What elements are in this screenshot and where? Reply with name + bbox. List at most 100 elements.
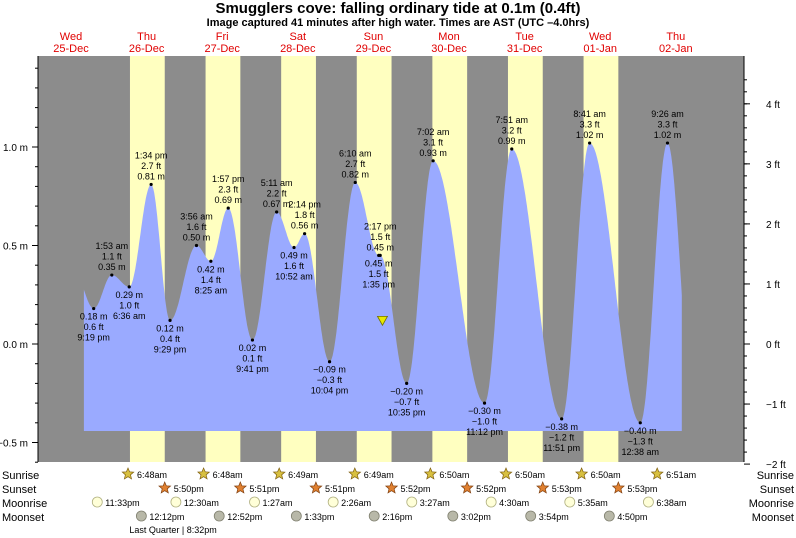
low-tide-label: −1.0 ft: [472, 417, 498, 427]
day-of-week-label: Thu: [666, 31, 685, 43]
tide-point: [431, 159, 435, 163]
moonset-icon: [525, 510, 537, 522]
high-tide-label: 0.69 m: [214, 195, 242, 205]
moonset-icon: [135, 510, 147, 522]
tide-point: [149, 182, 153, 187]
right-tick-label: 2 ft: [766, 220, 780, 231]
date-label: 01-Jan: [583, 43, 617, 55]
date-label: 30-Dec: [431, 43, 467, 55]
sunrise-icon: [423, 467, 437, 480]
sunset-time: 5:51pm: [325, 484, 355, 494]
sunrise-icon: [650, 467, 664, 480]
moonrise-time: 5:35am: [578, 498, 608, 508]
moonset-row-label-left: Moonset: [2, 512, 44, 524]
low-tide-label: 1.6 ft: [284, 261, 305, 271]
moonset-icon: [368, 510, 380, 522]
high-tide-label: 7:02 am: [417, 127, 450, 137]
tide-point: [510, 147, 514, 151]
sunset-time: 5:51pm: [249, 484, 279, 494]
sunrise-time: 6:48am: [137, 470, 167, 480]
sunset-icon: [309, 481, 323, 494]
low-tide-label: 0.02 m: [239, 343, 267, 353]
moonset-time: 3:02pm: [461, 512, 491, 522]
day-of-week-label: Wed: [60, 31, 82, 43]
tide-point: [292, 245, 296, 250]
high-tide-label: 0.67 m: [263, 199, 291, 209]
low-tide-label: 0.1 ft: [242, 354, 263, 364]
low-tide-label: 1.4 ft: [201, 275, 222, 285]
low-tide-label: 0.49 m: [280, 250, 308, 260]
low-tide-label: 11:51 pm: [543, 443, 580, 453]
moonrise-time: 4:30am: [499, 498, 529, 508]
low-tide-label: −0.3 ft: [317, 375, 343, 385]
tide-point: [353, 180, 357, 185]
moonset-time: 12:12pm: [149, 512, 184, 522]
sunset-icon: [460, 481, 474, 494]
high-tide-label: 3.3 ft: [657, 120, 678, 130]
sunrise-row-label-right: Sunrise: [757, 470, 794, 482]
high-tide-label: 3.1 ft: [423, 137, 444, 147]
date-label: 25-Dec: [53, 43, 89, 55]
sunrise-time: 6:50am: [515, 470, 545, 480]
day-header: Wed25-DecThu26-DecFri27-DecSat28-DecSun2…: [53, 31, 692, 55]
high-tide-label: 2:14 pm: [288, 200, 321, 210]
tide-water-area: [83, 143, 682, 431]
moonrise-row-label-right: Moonrise: [749, 498, 794, 510]
moonrise-time: 12:30am: [184, 498, 219, 508]
low-tide-label: 10:04 pm: [311, 386, 349, 396]
date-label: 02-Jan: [659, 43, 693, 55]
tide-point: [638, 421, 642, 425]
sunrise-time: 6:50am: [591, 470, 621, 480]
tide-point: [405, 381, 409, 385]
high-tide-label: 9:26 am: [651, 109, 684, 119]
day-of-week-label: Tue: [515, 31, 534, 43]
moonrise-icon: [327, 496, 339, 508]
tide-point: [665, 141, 670, 145]
sunset-time: 5:53pm: [552, 484, 582, 494]
day-of-week-label: Sun: [364, 31, 384, 43]
tide-point: [303, 232, 307, 236]
day-of-week-label: Sat: [290, 31, 307, 43]
left-tick-label: 0.5 m: [3, 242, 28, 253]
high-tide-label: 0.56 m: [291, 221, 319, 231]
high-tide-label: 2:17 pm: [364, 221, 397, 231]
high-tide-label: 3.3 ft: [580, 120, 601, 130]
low-tide-label: 10:35 pm: [388, 407, 426, 417]
tide-point: [377, 253, 381, 257]
left-tick-label: 1.0 m: [3, 143, 28, 154]
low-tide-label: 0.42 m: [197, 264, 225, 274]
sunrise-time: 6:49am: [364, 470, 394, 480]
sunrise-time: 6:48am: [213, 470, 243, 480]
sunrise-time: 6:51am: [666, 470, 696, 480]
right-tick-label: 1 ft: [766, 280, 780, 291]
high-tide-label: 0.50 m: [183, 233, 211, 243]
sunset-time: 5:50pm: [174, 484, 204, 494]
high-tide-label: 2.7 ft: [345, 159, 366, 169]
high-tide-label: 0.93 m: [419, 148, 447, 158]
moonset-icon: [447, 510, 459, 522]
tide-point: [110, 273, 114, 277]
tide-point: [327, 360, 332, 364]
chart-title: Smugglers cove: falling ordinary tide at…: [215, 0, 581, 17]
date-label: 29-Dec: [356, 43, 392, 55]
tide-point: [209, 259, 213, 263]
sunrise-icon: [121, 467, 135, 480]
sunrise-icon: [272, 467, 286, 480]
low-tide-label: 9:19 pm: [77, 333, 110, 343]
date-label: 27-Dec: [204, 43, 240, 55]
moonset-icon: [290, 510, 302, 522]
sunrise-time: 6:50am: [439, 470, 469, 480]
high-tide-label: 0.99 m: [498, 136, 526, 146]
low-tide-label: 11:12 pm: [466, 427, 503, 437]
left-tick-label: −0.5 m: [0, 439, 28, 450]
low-tide-label: −1.3 ft: [628, 436, 654, 446]
low-tide-label: 0.6 ft: [84, 322, 105, 332]
high-tide-label: 6:10 am: [339, 148, 372, 158]
tide-point: [168, 318, 172, 322]
sunset-icon: [158, 481, 172, 494]
sunset-icon: [233, 481, 247, 494]
low-tide-label: 6:36 am: [113, 311, 146, 321]
tide-area: [83, 143, 682, 431]
high-tide-label: 1.1 ft: [102, 252, 123, 262]
high-tide-label: 1:53 am: [96, 241, 129, 251]
